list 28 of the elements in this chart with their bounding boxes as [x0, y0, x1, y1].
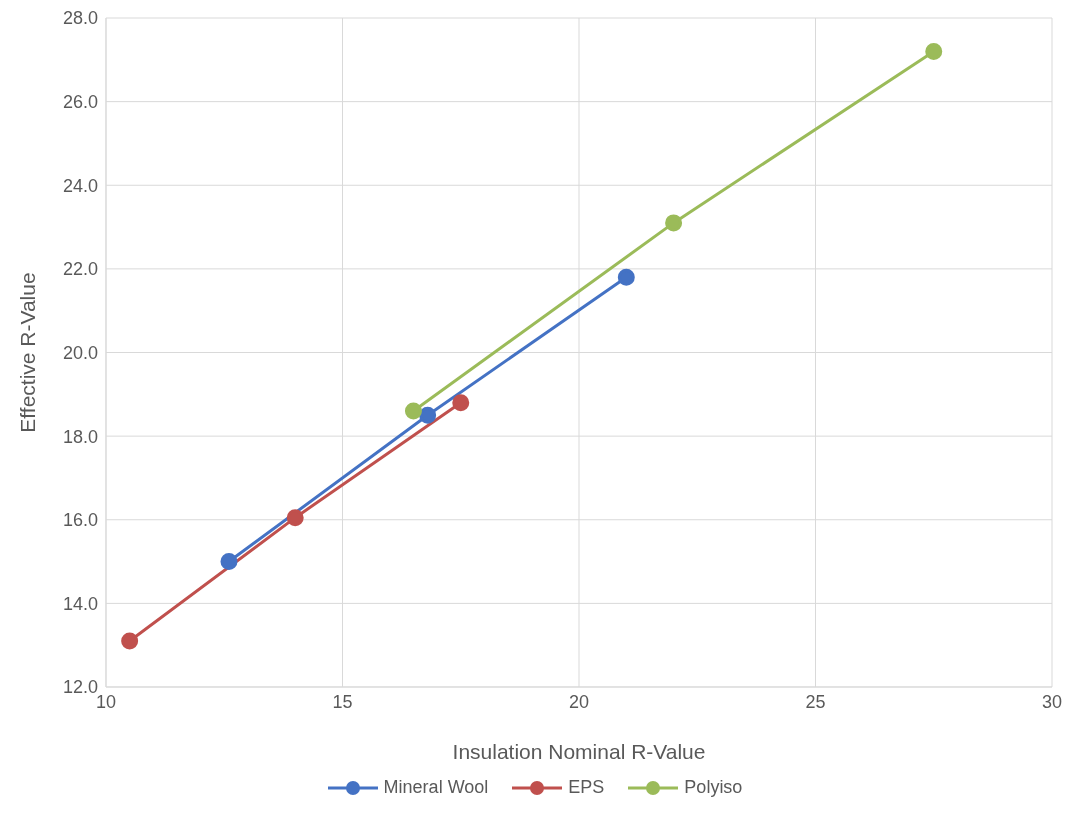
y-tick-label: 28.0 [62, 8, 98, 29]
point [452, 394, 470, 412]
x-tick-label: 10 [95, 691, 117, 712]
point [220, 553, 238, 571]
y-tick-label: 16.0 [62, 510, 98, 531]
y-tick-label: 24.0 [62, 175, 98, 196]
y-axis-title: Effective R-Value [16, 272, 40, 433]
y-tick-label: 12.0 [62, 677, 98, 698]
y-tick-label: 20.0 [62, 342, 98, 363]
legend-label: Polyiso [683, 777, 743, 798]
x-tick-label: 15 [332, 691, 353, 712]
point [419, 406, 437, 424]
point [286, 509, 304, 527]
point [925, 42, 943, 60]
x-axis-title: Insulation Nominal R-Value [452, 740, 706, 763]
point [404, 402, 422, 420]
y-tick-label: 14.0 [62, 593, 98, 614]
point [121, 632, 139, 650]
x-tick-label: 25 [805, 691, 826, 712]
y-tick-label: 26.0 [62, 92, 98, 113]
y-tick-label: 18.0 [62, 426, 98, 447]
y-tick-label: 22.0 [62, 259, 98, 280]
x-tick-label: 30 [1041, 691, 1063, 712]
point [665, 214, 683, 232]
point [617, 268, 635, 286]
legend-label: EPS [567, 777, 605, 798]
x-tick-label: 20 [568, 691, 590, 712]
legend-label: Mineral Wool [382, 777, 489, 798]
